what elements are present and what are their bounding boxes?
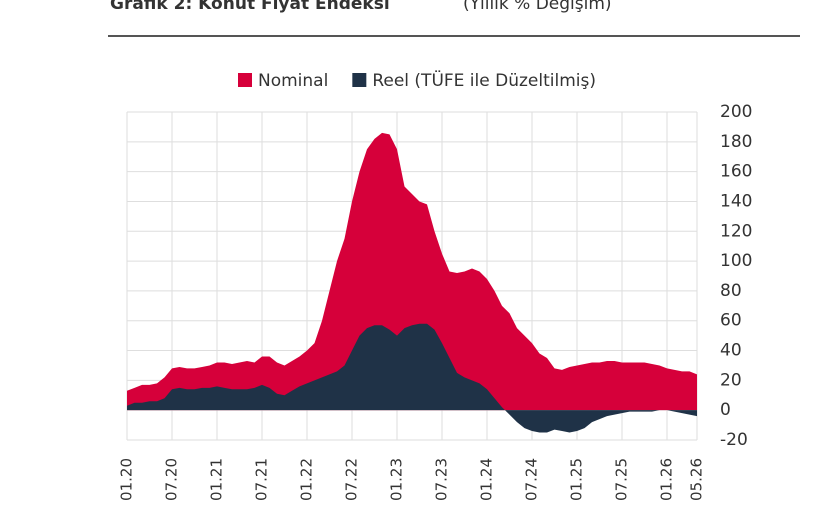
x-tick-label: 07.23 [433, 458, 451, 501]
chart-subtitle: (Yıllık % Değişim) [463, 0, 612, 14]
y-tick-label: 180 [720, 132, 752, 152]
x-tick-label: 07.22 [343, 458, 361, 501]
area [127, 132, 697, 411]
legend-swatch [238, 73, 252, 87]
y-tick-label: 80 [720, 281, 742, 301]
y-tick-label: 160 [720, 162, 752, 182]
x-tick-label: 07.20 [163, 458, 181, 501]
x-tick-label: 07.24 [523, 458, 541, 501]
x-tick-label: 07.25 [613, 458, 631, 501]
x-tick-label: 01.23 [388, 458, 406, 501]
y-tick-label: 60 [720, 311, 742, 331]
x-tick-label: 01.22 [298, 458, 316, 501]
y-tick-label: -20 [720, 430, 748, 450]
x-tick-label: 01.26 [658, 458, 676, 501]
y-tick-label: 100 [720, 251, 752, 271]
y-tick-label: 120 [720, 221, 752, 241]
x-tick-label: 01.24 [478, 458, 496, 501]
x-tick-label: 01.25 [568, 458, 586, 501]
legend-label: Reel (TÜFE ile Düzeltilmiş) [372, 69, 596, 91]
x-tick-label: 07.21 [253, 458, 271, 501]
x-tick-label: 05.26 [688, 458, 706, 501]
legend-label: Nominal [258, 71, 328, 91]
x-tick-label: 01.21 [208, 458, 226, 501]
y-tick-label: 0 [720, 400, 731, 420]
legend-swatch [352, 73, 367, 87]
y-tick-label: 140 [720, 191, 752, 211]
y-tick-label: 20 [720, 370, 742, 390]
chart-title: Grafik 2: Konut Fiyat Endeksi [110, 0, 390, 14]
y-tick-label: 40 [720, 341, 742, 361]
area [127, 323, 697, 433]
x-tick-label: 01.20 [118, 458, 136, 501]
y-tick-label: 200 [720, 102, 752, 122]
